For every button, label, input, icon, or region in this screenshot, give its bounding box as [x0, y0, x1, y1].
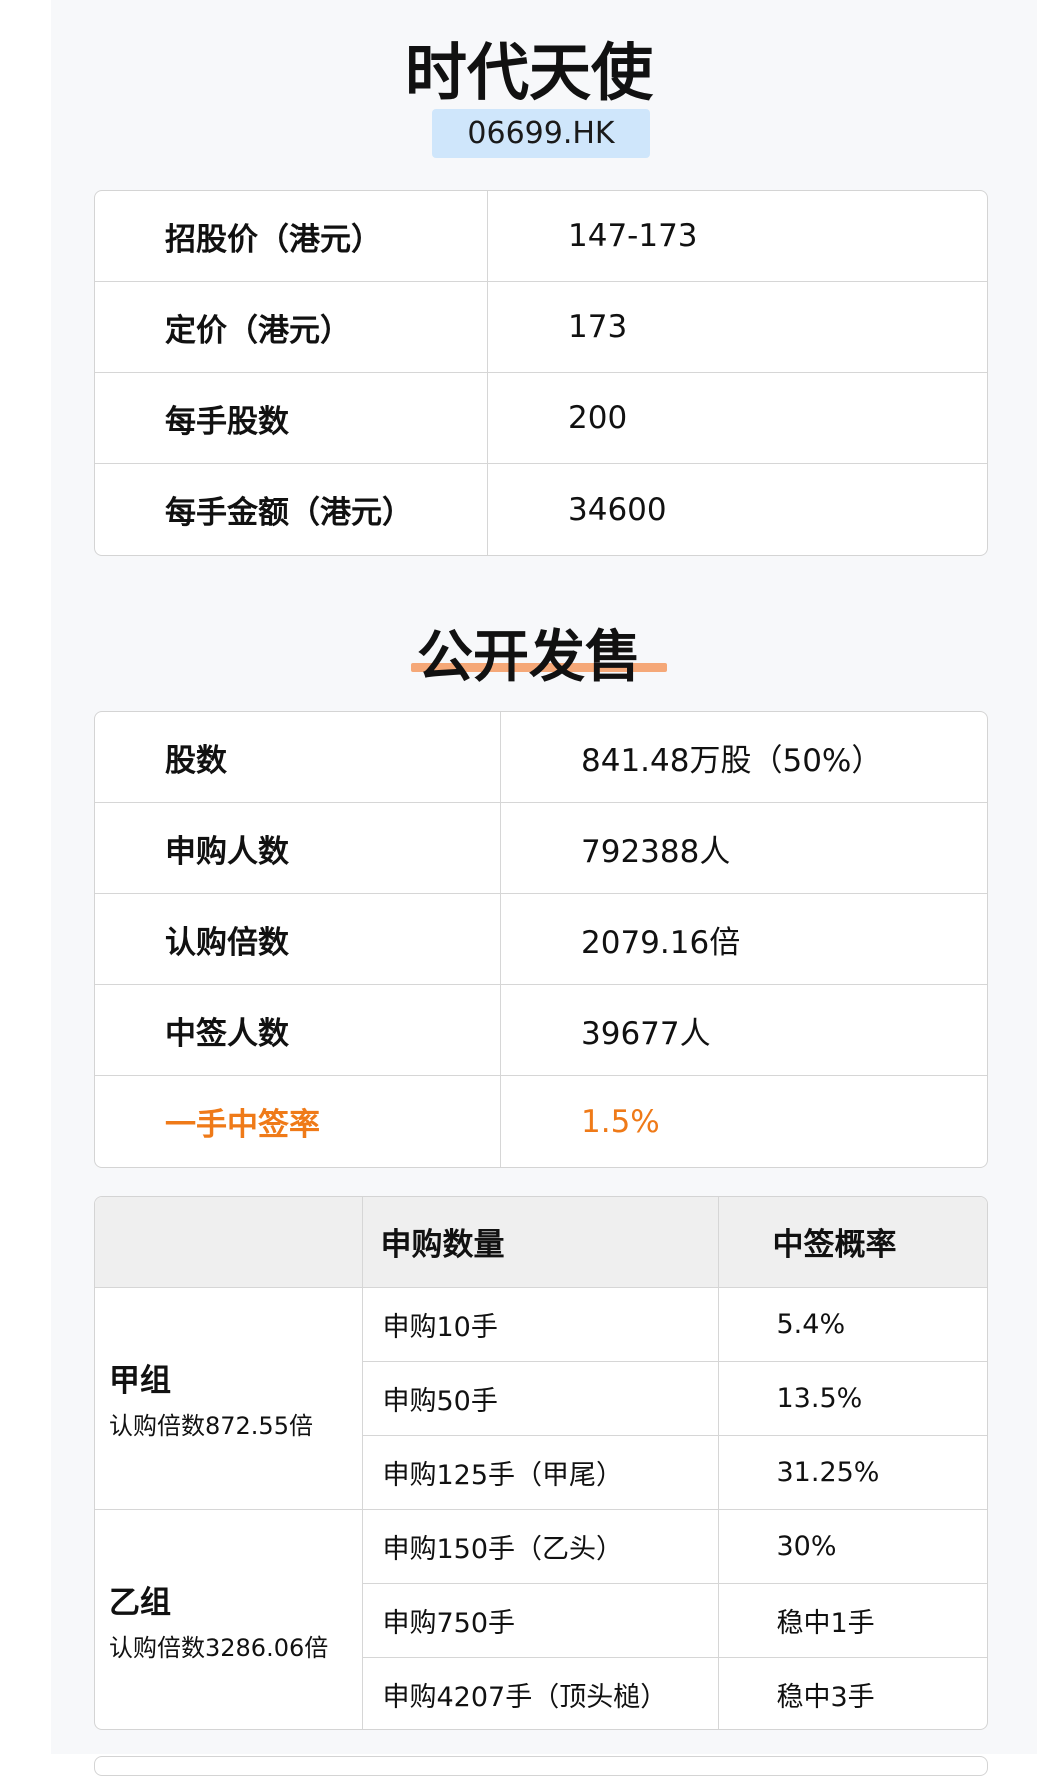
qty-cell: 申购10手 — [362, 1286, 719, 1361]
table-row: 股数 841.48万股（50%） — [95, 712, 987, 803]
group-cell: 乙组认购倍数3286.06倍 — [95, 1508, 363, 1729]
row-value: 147-173 — [568, 218, 698, 254]
prob-cell: 5.4% — [718, 1286, 987, 1361]
group-subtitle: 认购倍数872.55倍 — [109, 1412, 313, 1440]
row-label: 每手股数 — [95, 373, 488, 463]
row-value: 39677人 — [581, 1015, 711, 1052]
row-label: 中签人数 — [95, 985, 501, 1075]
group-name: 乙组 — [109, 1585, 171, 1622]
prob-cell: 31.25% — [718, 1434, 987, 1509]
row-value: 173 — [568, 309, 628, 345]
table-row: 申购人数 792388人 — [95, 803, 987, 894]
table-row: 申购4207手（顶头槌） 稳中3手 — [95, 1656, 987, 1729]
header-row: 申购数量 中签概率 — [95, 1197, 987, 1287]
row-value: 34600 — [568, 491, 667, 528]
row-value: 2079.16倍 — [581, 924, 741, 961]
table-row: 定价（港元） 173 — [95, 282, 987, 373]
table-row: 申购125手（甲尾） 31.25% — [95, 1434, 987, 1509]
header-cell: 申购数量 — [362, 1197, 719, 1287]
qty-cell: 申购750手 — [362, 1582, 719, 1657]
row-label: 定价（港元） — [95, 282, 488, 372]
qty-cell: 申购150手（乙头） — [362, 1508, 719, 1583]
prob-cell: 13.5% — [718, 1360, 987, 1435]
table-row-highlight: 一手中签率 1.5% — [95, 1076, 987, 1167]
header-cell — [95, 1197, 363, 1287]
row-label: 一手中签率 — [95, 1076, 501, 1167]
stock-code-badge: 06699.HK — [432, 109, 650, 158]
row-value: 200 — [568, 400, 628, 436]
section-title: 公开发售 — [417, 625, 641, 690]
public-offer-table: 股数 841.48万股（50%） 申购人数 792388人 认购倍数 2079.16倍… — [94, 711, 988, 1168]
next-card-edge — [94, 1756, 988, 1776]
group-name: 甲组 — [109, 1363, 171, 1399]
table-row: 申购750手 稳中1手 — [95, 1582, 987, 1657]
row-label: 股数 — [95, 712, 501, 802]
row-label: 申购人数 — [95, 803, 501, 893]
stock-name: 时代天使 — [404, 36, 653, 109]
table-row: 认购倍数 2079.16倍 — [95, 894, 987, 985]
row-label: 招股价（港元） — [95, 191, 488, 281]
table-row: 招股价（港元） 147-173 — [95, 191, 987, 282]
table-row: 每手金额（港元） 34600 — [95, 464, 987, 555]
header-cell: 中签概率 — [718, 1197, 987, 1287]
qty-cell: 申购4207手（顶头槌） — [362, 1656, 719, 1729]
allotment-table: 申购数量 中签概率 甲组认购倍数872.55倍 申购10手 5.4% 申购50手… — [94, 1196, 988, 1730]
qty-cell: 申购50手 — [362, 1360, 719, 1435]
prob-cell: 30% — [718, 1508, 987, 1583]
row-value: 841.48万股（50%） — [581, 742, 883, 779]
table-row: 每手股数 200 — [95, 373, 987, 464]
row-value: 1.5% — [581, 1103, 660, 1140]
row-value: 792388人 — [581, 833, 731, 870]
table-row: 甲组认购倍数872.55倍 申购10手 5.4% — [95, 1286, 987, 1509]
row-label: 认购倍数 — [95, 894, 501, 984]
title-underline — [411, 663, 667, 672]
basic-info-table: 招股价（港元） 147-173 定价（港元） 173 每手股数 200 每手金额（港元… — [94, 190, 988, 556]
prob-cell: 稳中1手 — [718, 1582, 987, 1657]
prob-cell: 稳中3手 — [718, 1656, 987, 1729]
table-row: 申购50手 13.5% — [95, 1360, 987, 1435]
qty-cell: 申购125手（甲尾） — [362, 1434, 719, 1509]
table-row: 乙组认购倍数3286.06倍 申购150手（乙头） 30% — [95, 1508, 987, 1729]
row-label: 每手金额（港元） — [95, 464, 488, 555]
group-subtitle: 认购倍数3286.06倍 — [109, 1634, 329, 1663]
table-row: 中签人数 39677人 — [95, 985, 987, 1076]
group-cell: 甲组认购倍数872.55倍 — [95, 1286, 363, 1509]
